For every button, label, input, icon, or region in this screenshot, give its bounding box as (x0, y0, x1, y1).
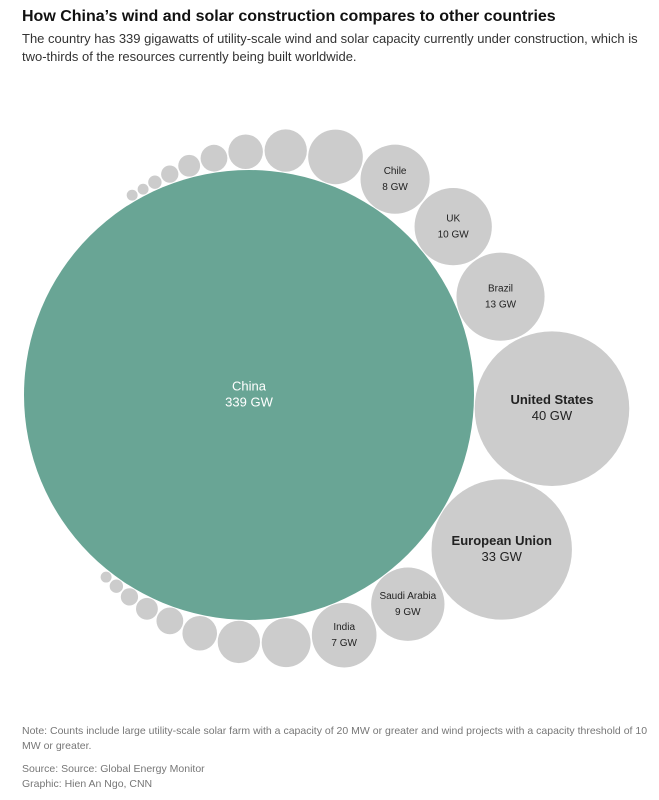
value-label: 40 GW (532, 408, 573, 423)
bubble (178, 154, 201, 177)
chart-title: How China’s wind and solar construction … (22, 8, 556, 25)
value-label: 33 GW (482, 549, 523, 564)
bubble-label: Brazil (488, 283, 513, 294)
bubble (456, 252, 545, 341)
bubble (217, 620, 261, 664)
bubble (261, 618, 311, 668)
value-label: 7 GW (331, 638, 357, 649)
bubble-label: UK (446, 213, 460, 224)
bubble-label: Saudi Arabia (379, 591, 436, 602)
bubble (474, 331, 630, 486)
value-label: 10 GW (438, 229, 470, 240)
bubble (431, 479, 572, 620)
credit: Graphic: Hien An Ngo, CNN (22, 778, 153, 790)
bubble (371, 567, 445, 641)
value-label: 13 GW (485, 299, 517, 310)
bubble-label: United States (510, 392, 593, 407)
bubble-label: European Union (452, 533, 552, 548)
bubble (228, 134, 263, 170)
value-label: 9 GW (395, 607, 421, 618)
bubble-label: China (232, 378, 267, 393)
bubble-label: India (333, 622, 355, 633)
bubble (120, 588, 139, 606)
chart-subtitle: The country has 339 gigawatts of utility… (22, 31, 638, 64)
bubble (24, 170, 474, 620)
bubble (148, 175, 162, 189)
footer: Note: Counts include large utility-scale… (22, 724, 652, 792)
bubble (100, 571, 112, 583)
bubble (161, 165, 179, 183)
note: Note: Counts include large utility-scale… (22, 725, 648, 752)
source: Source: Source: Global Energy Monitor (22, 763, 205, 775)
bubble-label: Chile (384, 166, 407, 177)
value-label: 8 GW (382, 182, 408, 193)
bubble (311, 602, 377, 668)
bubble (126, 189, 138, 201)
bubble (136, 597, 158, 620)
bubble (414, 188, 492, 266)
bubble (182, 615, 218, 651)
bubble (360, 144, 430, 214)
bubble (264, 129, 307, 172)
header: How China’s wind and solar construction … (22, 8, 642, 66)
bubble (137, 183, 149, 195)
bubble (200, 144, 228, 172)
value-label: 339 GW (225, 394, 273, 409)
bubble (156, 607, 184, 635)
bubble (308, 129, 363, 185)
bubble (109, 579, 124, 593)
